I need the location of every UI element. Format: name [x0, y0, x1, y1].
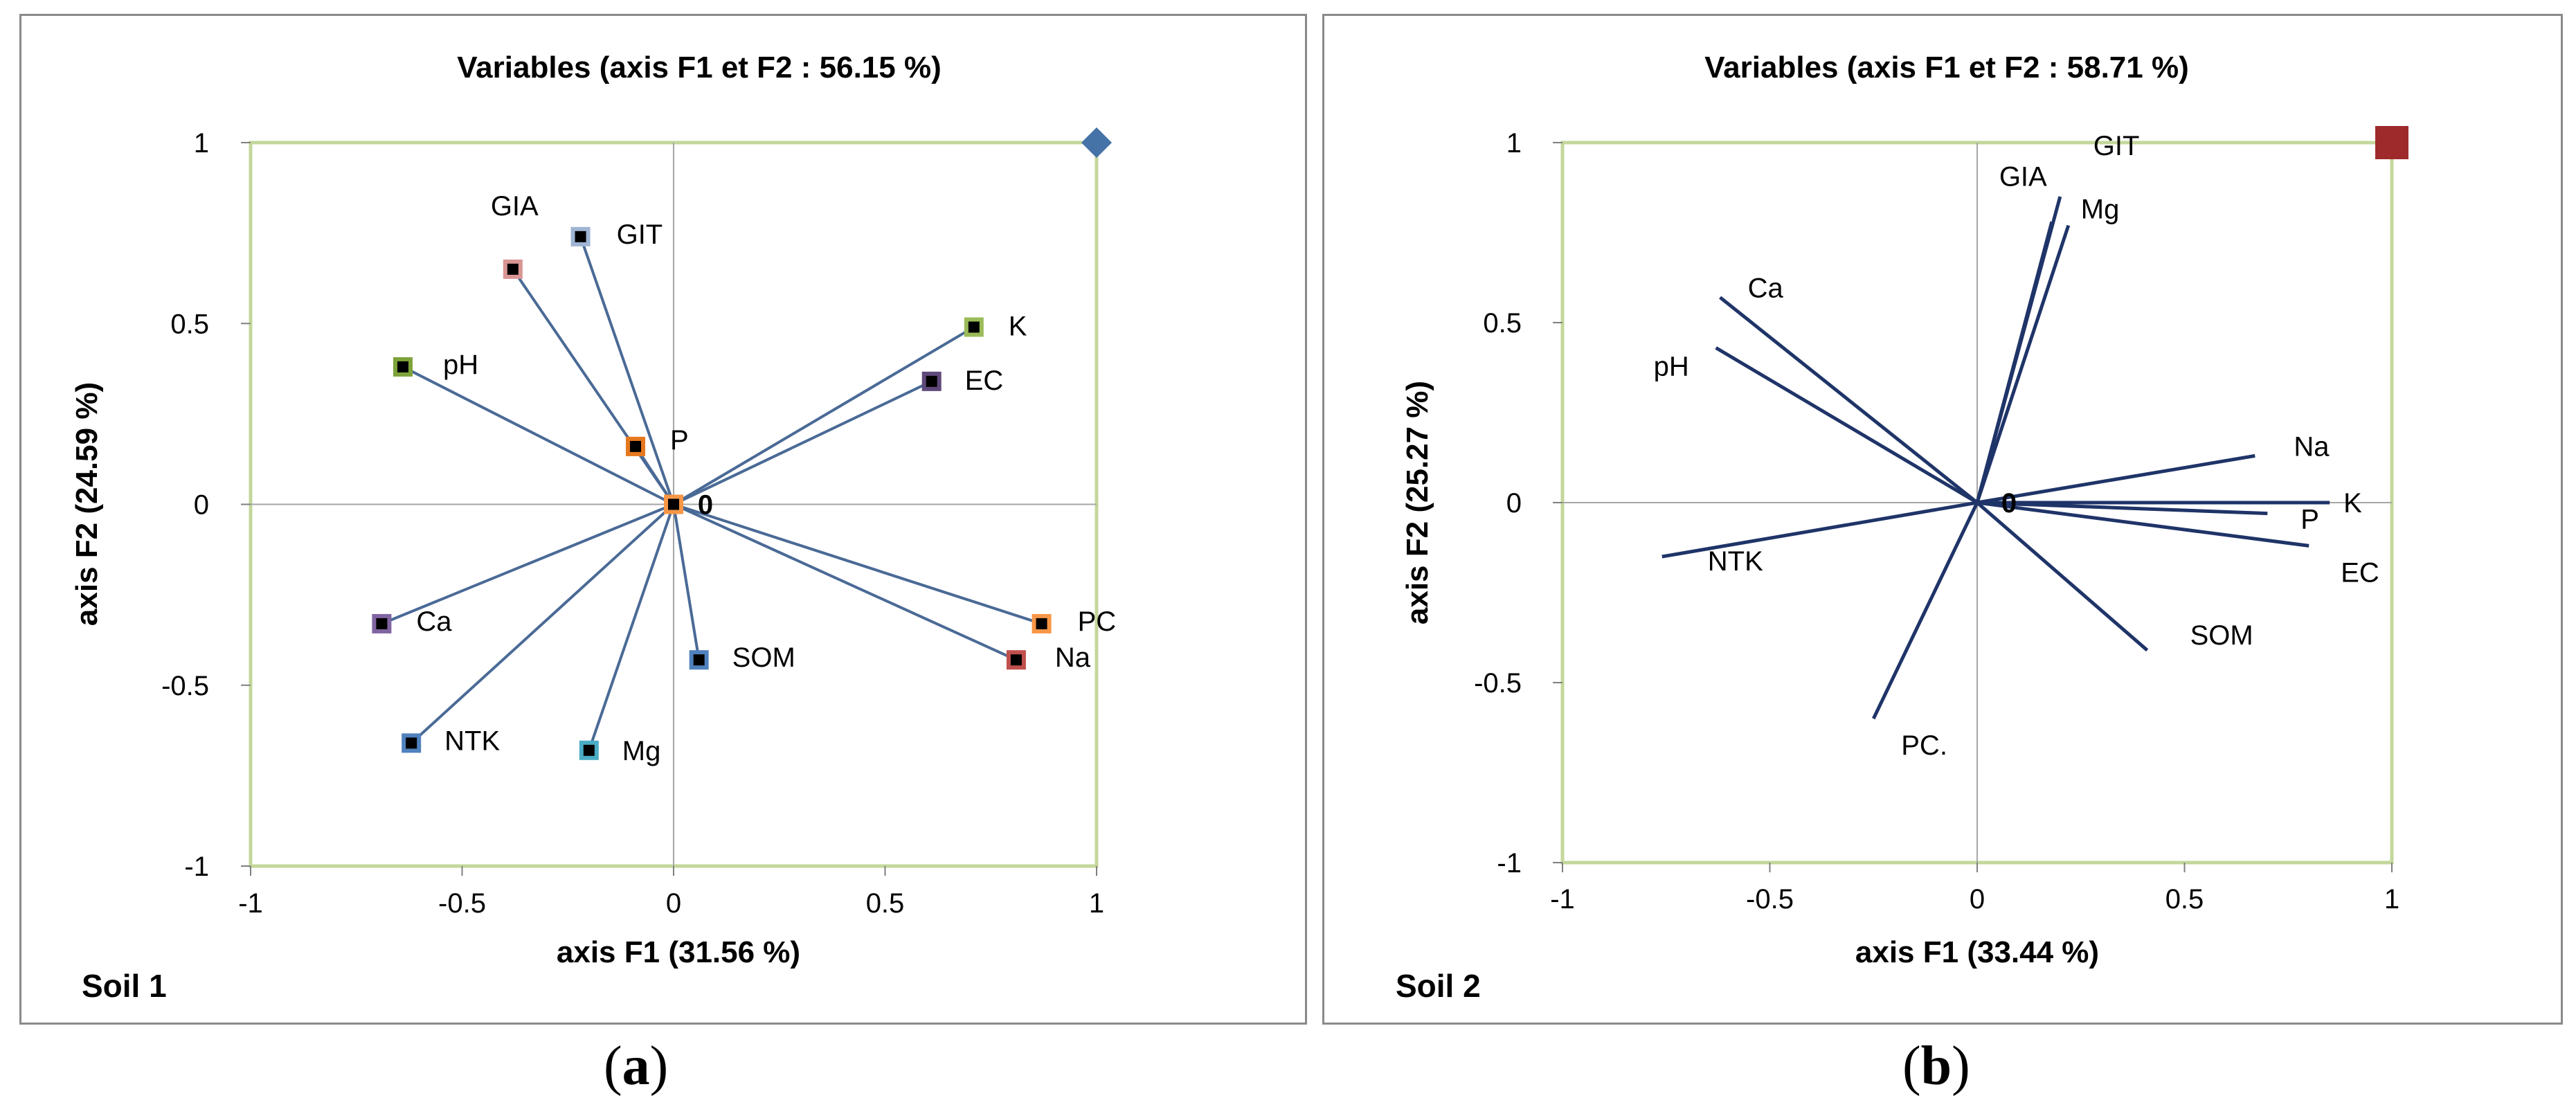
panel-b-ytick-0.5: 0.5 [1483, 308, 1522, 339]
panel-b-corner-label: Soil 2 [1396, 968, 1481, 1004]
panel-a-vector-pc [673, 503, 1043, 625]
panel-a-point-git [570, 226, 591, 246]
panel-a-point-na [1006, 650, 1026, 670]
panel-a-vector-ca [381, 503, 674, 625]
panel-b-label-mg: Mg [2081, 195, 2120, 225]
panel-a-label-na: Na [1055, 642, 1091, 673]
panel-a-point-ec [921, 371, 942, 391]
panel-b-chart: Variables (axis F1 et F2 : 58.71 %) 1 0.… [1396, 51, 2408, 1004]
panel-b-vector-pc [1871, 501, 1979, 720]
panel-a-xlabel: axis F1 (31.56 %) [557, 935, 800, 969]
panel-b-label-gia: GIA [1999, 161, 2047, 192]
panel-a-ytick--1: -1 [184, 852, 209, 882]
panel-b-vector-ph [1715, 346, 1979, 505]
panel-a-point-mg [579, 740, 599, 760]
panel-b-xtick-0: 0 [1970, 884, 1985, 915]
panel-b-vector-na [1976, 453, 2255, 505]
panel-a-label-git: GIT [617, 219, 663, 250]
caption-a: (a) [604, 1036, 669, 1097]
panel-a-label-gia: GIA [491, 191, 539, 222]
panel-a-corner-label: Soil 1 [82, 968, 167, 1004]
panel-b-label-ec: EC [2341, 557, 2379, 588]
panel-b-label-ca: Ca [1748, 273, 1784, 304]
panel-b-xtick--0.5: -0.5 [1746, 884, 1794, 915]
panel-b-ylabel: axis F2 (25.27 %) [1400, 381, 1434, 624]
panel-a-label-ec: EC [965, 366, 1004, 396]
caption-b: (b) [1902, 1036, 1970, 1097]
panel-a-vector-ph [402, 366, 674, 506]
panel-b-label-ph: pH [1654, 351, 1689, 381]
panel-b-frame [1322, 14, 2563, 1025]
caption-a-letter: a [622, 1036, 650, 1097]
panel-b-xtick--1: -1 [1550, 884, 1575, 915]
panel-b-vector-p [1976, 501, 2268, 516]
panel-a-label-pc: PC [1078, 606, 1117, 637]
panel-a-label-mg: Mg [622, 736, 661, 766]
panel-a-point-ntk [402, 733, 422, 753]
panel-a-point-p [626, 436, 646, 456]
panel-a-point-gia [503, 259, 523, 279]
panel-b-ytick-1: 1 [1506, 128, 1522, 159]
panel-a-ylabel: axis F2 (24.59 %) [70, 382, 104, 626]
panel-a-frame [19, 14, 1307, 1025]
caption-b-letter: b [1920, 1036, 1952, 1097]
panel-b-title: Variables (axis F1 et F2 : 58.71 %) [1704, 51, 2188, 84]
panel-b-label-ntk: NTK [1708, 546, 1763, 577]
panel-b-corner-marker [2375, 126, 2408, 159]
panel-a-ytick-0: 0 [194, 490, 209, 521]
panel-a-label-som: SOM [732, 642, 795, 673]
panel-a-origin-label: 0 [698, 490, 713, 521]
panel-a-vector-som [672, 504, 701, 660]
panel-b-ytick-0: 0 [1506, 488, 1522, 519]
panel-a-point-som [689, 650, 709, 670]
panel-a-label-ca: Ca [416, 606, 452, 637]
panel-a-point-k [964, 317, 984, 337]
panel-a-label-k: K [1009, 311, 1027, 341]
panel-b-label-na: Na [2294, 431, 2330, 462]
panel-a-origin-point [664, 494, 683, 514]
panel-b-label-pc: PC. [1901, 730, 1947, 761]
panel-b-xlabel: axis F1 (33.44 %) [1855, 935, 2099, 969]
panel-a-ytick-0.5: 0.5 [170, 309, 209, 339]
panel-a-point-ca [372, 613, 392, 633]
panel-b-vector-ntk [1661, 501, 1978, 559]
panel-a-vector-git [579, 236, 675, 505]
panel-a-label-p: P [670, 425, 689, 456]
panel-b-xtick-0.5: 0.5 [2165, 884, 2204, 915]
panel-b-label-k: K [2343, 488, 2362, 519]
panel-a-ytick-1: 1 [194, 128, 209, 159]
panel-a-vector-ec [673, 380, 933, 506]
panel-a-xtick-0.5: 0.5 [866, 888, 905, 919]
panel-a-ytick--0.5: -0.5 [161, 671, 209, 701]
panel-a-corner-marker [1081, 127, 1112, 158]
panel-b-label-som: SOM [2190, 620, 2253, 651]
panel-b-ytick--0.5: -0.5 [1474, 668, 1522, 699]
panel-b-vector-ec [1976, 501, 2309, 548]
panel-a-xtick--0.5: -0.5 [438, 888, 486, 919]
panel-b-ytick--1: -1 [1497, 848, 1522, 879]
panel-b-vector-ca [1719, 296, 1979, 504]
panel-a-vector-na [673, 503, 1017, 661]
panel-a-vector-ntk [410, 503, 675, 744]
panel-a-xtick--1: -1 [238, 888, 263, 919]
panel-b-vector-som [1976, 501, 2149, 652]
panel-a-xtick-1: 1 [1089, 888, 1104, 919]
panel-a-label-ph: pH [443, 350, 478, 380]
panel-b-label-p: P [2300, 505, 2319, 535]
panel-b-xtick-1: 1 [2384, 884, 2399, 915]
panel-a-xtick-0: 0 [666, 888, 681, 919]
panel-a-point-pc [1032, 613, 1052, 633]
panel-a-label-ntk: NTK [444, 726, 500, 756]
panel-b-vector-gia [1975, 221, 2054, 503]
panel-b-origin-label: 0 [2001, 488, 2017, 519]
panel-a-point-ph [393, 357, 413, 377]
panel-a-title: Variables (axis F1 et F2 : 56.15 %) [457, 51, 941, 84]
panel-a-vector-k [672, 325, 975, 506]
panel-b-vector-mg [1975, 224, 2071, 503]
panel-b-label-git: GIT [2093, 131, 2140, 161]
panel-a-vector-mg [587, 503, 675, 751]
panel-a-chart: Variables (axis F1 et F2 : 56.15 %) 1 0.… [70, 51, 1116, 1004]
